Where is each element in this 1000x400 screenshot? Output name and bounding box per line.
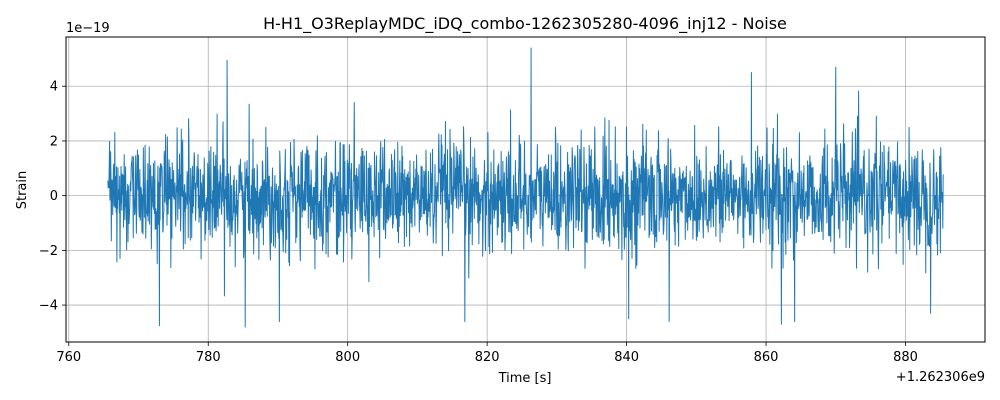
- x-axis-title: Time [s]: [498, 371, 552, 386]
- y-axis-title: Strain: [15, 171, 30, 210]
- y-tick-label: 4: [50, 80, 58, 95]
- y-tick-label: 2: [50, 134, 58, 149]
- y-axis: −4 −2 0 2 4: [39, 80, 66, 314]
- x-tick-label: 840: [614, 350, 639, 365]
- x-tick-label: 780: [196, 350, 221, 365]
- x-tick-label: 860: [754, 350, 779, 365]
- x-tick-label: 760: [56, 350, 81, 365]
- x-tick-label: 880: [893, 350, 918, 365]
- plot-series: [107, 47, 944, 328]
- y-scale-label: 1e−19: [66, 21, 110, 36]
- y-tick-label: −2: [39, 244, 58, 259]
- x-tick-label: 800: [335, 350, 360, 365]
- x-axis: 760 780 800 820 840 860 880: [56, 342, 918, 365]
- plot-frame: [65, 36, 986, 343]
- y-tick-label: −4: [39, 299, 58, 314]
- x-tick-label: 820: [475, 350, 500, 365]
- strain-series-line: [107, 47, 944, 328]
- y-tick-label: 0: [50, 189, 58, 204]
- x-offset-label: +1.262306e9: [896, 370, 985, 385]
- chart-title: H-H1_O3ReplayMDC_iDQ_combo-1262305280-40…: [263, 14, 787, 34]
